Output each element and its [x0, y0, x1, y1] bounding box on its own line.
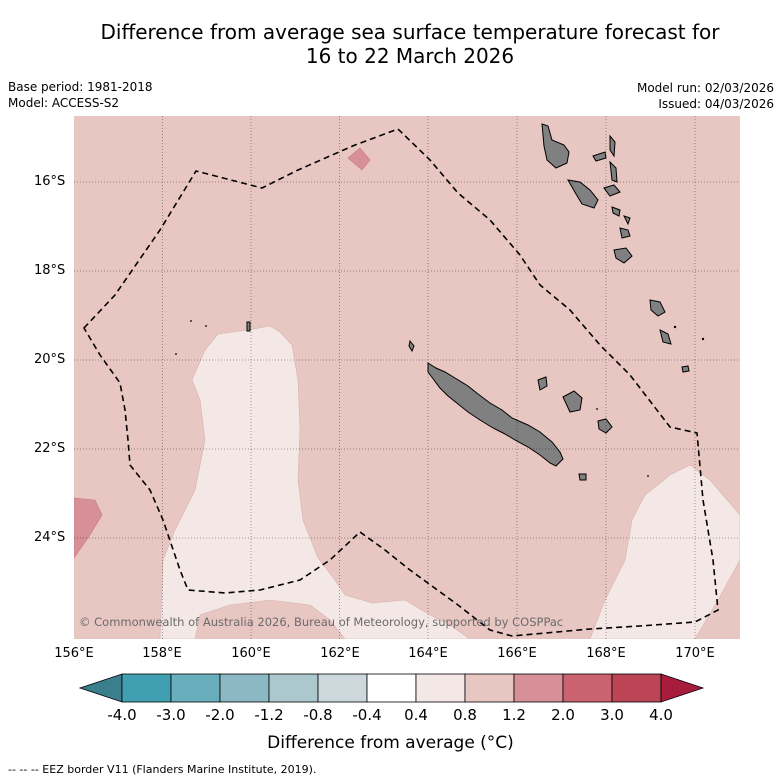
colorbar-bin-11 — [611, 673, 662, 703]
lon-label-164e: 164°E — [408, 646, 448, 661]
shepherd-islands — [623, 215, 631, 226]
eez-footnote: -- -- -- EEZ border V11 (Flanders Marine… — [8, 763, 317, 776]
colorbar-label: -4.0 — [107, 706, 137, 724]
colorbar-label: 2.0 — [551, 706, 575, 724]
base-period-text: Base period: 1981-2018 — [8, 80, 153, 94]
lat-label-18s: 18°S — [34, 263, 66, 278]
anomaly-region-low-southeast — [589, 464, 740, 639]
futuna-islet — [681, 365, 690, 373]
ambrym-land — [603, 184, 621, 197]
aniwa-islet — [673, 325, 677, 329]
colorbar-title: Difference from average (°C) — [267, 733, 514, 753]
new-caledonia-land — [427, 362, 564, 467]
epi-island — [611, 206, 621, 217]
reef-islet-2 — [205, 325, 207, 327]
colorbar-label: 1.2 — [502, 706, 526, 724]
matthew-islet — [701, 337, 705, 341]
lat-label-24s: 24°S — [34, 530, 66, 545]
title-line-2: 16 to 22 March 2026 — [305, 44, 515, 68]
colorbar-label: -2.0 — [205, 706, 235, 724]
lon-label-160e: 160°E — [231, 646, 271, 661]
colorbar-extend-low — [78, 673, 123, 703]
issued-text: Issued: 04/03/2026 — [658, 97, 774, 111]
colorbar-bin-6 — [366, 673, 417, 703]
loyalty-island-2 — [562, 390, 583, 413]
colorbar-extend-high — [660, 673, 705, 703]
eez-border-line — [83, 128, 719, 637]
lon-label-170e: 170°E — [675, 646, 715, 661]
tanna-land — [649, 299, 666, 317]
colorbar-bin-5 — [317, 673, 368, 703]
anomaly-region-high-north — [347, 147, 371, 171]
lon-label-166e: 166°E — [497, 646, 537, 661]
lat-label-22s: 22°S — [34, 441, 66, 456]
anomaly-region-low-central — [159, 325, 471, 639]
isle-of-pines — [578, 473, 587, 481]
malekula-land — [567, 179, 599, 209]
espiritu-santo-land — [541, 123, 570, 169]
maewo-land — [609, 134, 616, 158]
colorbar-label: -0.4 — [352, 706, 382, 724]
colorbar-bin-2 — [170, 673, 221, 703]
efate-land — [619, 227, 631, 239]
model-run-text: Model run: 02/03/2026 — [636, 81, 774, 95]
belep-islet — [408, 339, 415, 353]
reef-islet-5 — [596, 408, 598, 410]
lon-label-158e: 158°E — [142, 646, 182, 661]
model-text: Model: ACCESS-S2 — [8, 96, 120, 110]
colorbar-label: 0.8 — [453, 706, 477, 724]
lon-label-168e: 168°E — [586, 646, 626, 661]
colorbar — [78, 673, 705, 703]
colorbar-label: 4.0 — [649, 706, 673, 724]
loyalty-island-3 — [597, 418, 613, 434]
lat-label-20s: 20°S — [34, 352, 66, 367]
reef-islet-4 — [647, 475, 649, 477]
colorbar-label: -1.2 — [254, 706, 284, 724]
colorbar-bin-3 — [219, 673, 270, 703]
colorbar-label: 3.0 — [600, 706, 624, 724]
colorbar-bin-1 — [121, 673, 172, 703]
map-graticule — [74, 116, 740, 639]
copyright-credit: © Commonwealth of Australia 2026, Bureau… — [79, 615, 564, 629]
anomaly-region-high-west — [74, 497, 103, 559]
colorbar-bin-8 — [464, 673, 515, 703]
reef-islet-1 — [190, 320, 192, 322]
lon-label-156e: 156°E — [54, 646, 94, 661]
reef-islet-3 — [175, 353, 177, 355]
loyalty-island-1 — [537, 376, 548, 391]
lon-label-162e: 162°E — [320, 646, 360, 661]
chesterfield-islet — [246, 321, 251, 332]
title-line-1: Difference from average sea surface temp… — [100, 20, 720, 44]
lat-label-16s: 16°S — [34, 174, 66, 189]
colorbar-label: -0.8 — [303, 706, 333, 724]
colorbar-bin-9 — [513, 673, 564, 703]
colorbar-bin-7 — [415, 673, 466, 703]
colorbar-label: 0.4 — [404, 706, 428, 724]
colorbar-bin-4 — [268, 673, 319, 703]
colorbar-label: -3.0 — [156, 706, 186, 724]
colorbar-bin-10 — [562, 673, 613, 703]
aneityum-land — [659, 329, 672, 345]
erromango-land — [613, 247, 633, 264]
